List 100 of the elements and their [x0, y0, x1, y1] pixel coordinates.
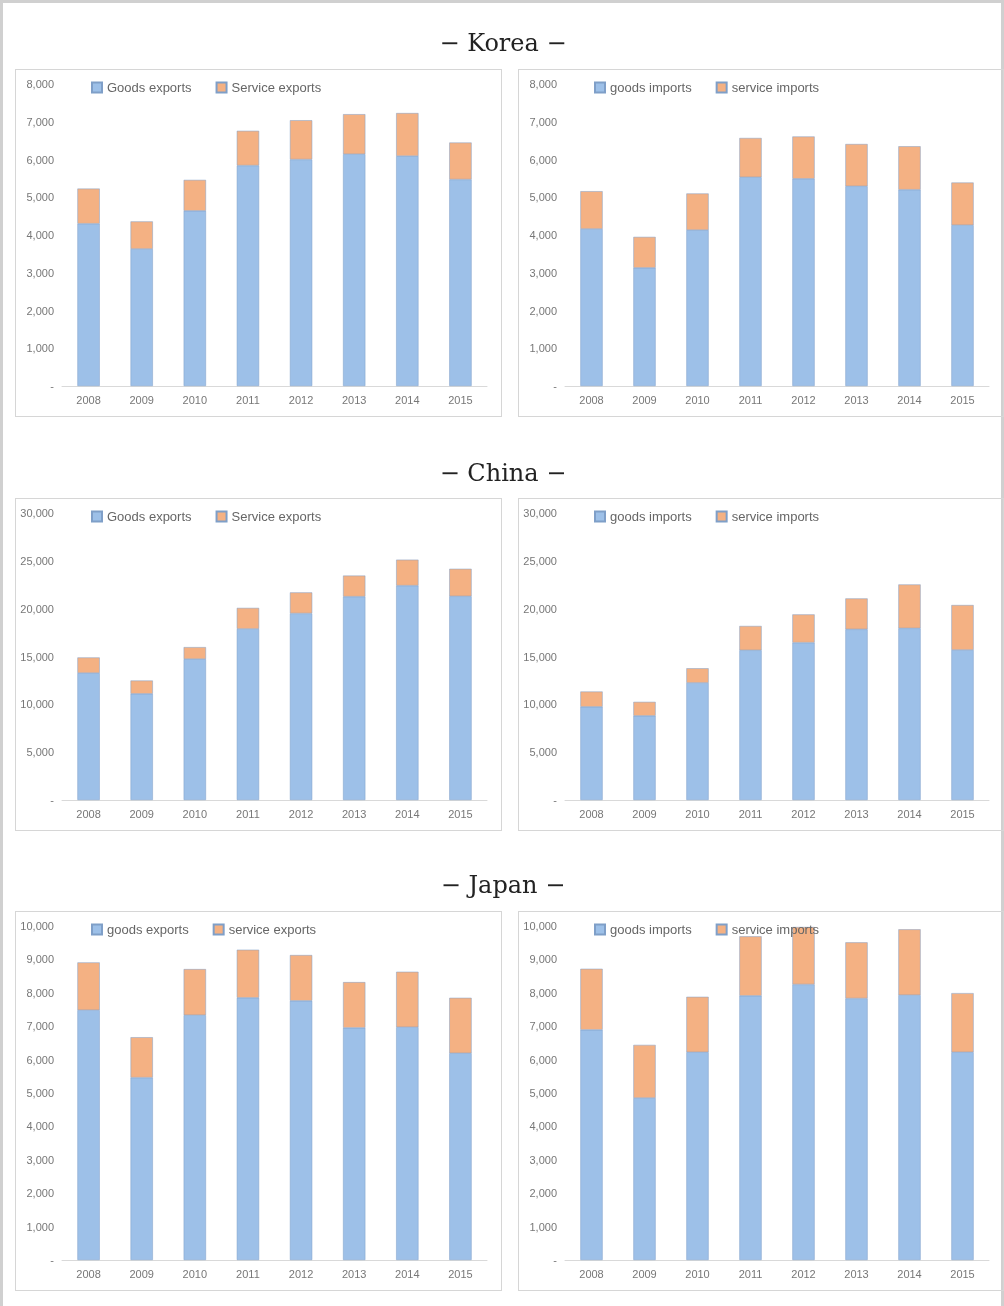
x-tick-label: 2015	[950, 1267, 975, 1280]
y-tick-label: 1,000	[529, 342, 557, 355]
x-tick-label: 2009	[632, 1267, 657, 1280]
x-tick-label: 2008	[76, 393, 101, 406]
y-tick-label: 30,000	[523, 507, 557, 519]
x-tick-label: 2008	[76, 807, 101, 820]
x-tick-label: 2009	[632, 393, 657, 406]
y-tick-label: 3,000	[26, 266, 54, 279]
y-tick-label: 20,000	[523, 602, 557, 615]
y-tick-label: 3,000	[26, 1153, 54, 1166]
x-tick-label: 2012	[791, 1267, 816, 1280]
y-tick-label: 6,000	[529, 153, 557, 166]
y-tick-label: 10,000	[523, 698, 557, 711]
y-tick-label: 7,000	[26, 115, 54, 128]
x-tick-label: 2013	[341, 807, 367, 820]
legend-label: service imports	[731, 509, 820, 524]
legend-label: service imports	[731, 922, 820, 937]
x-tick-label: 2012	[791, 393, 816, 406]
x-tick-label: 2014	[897, 1267, 922, 1280]
x-tick-label: 2011	[236, 1267, 260, 1280]
x-tick-label: 2009	[632, 807, 657, 820]
x-tick-label: 2009	[129, 393, 154, 406]
x-tick-label: 2014	[395, 1267, 420, 1280]
x-tick-label: 2011	[738, 1267, 763, 1280]
y-tick-label: 2,000	[26, 1187, 54, 1200]
y-tick-label: 5,000	[529, 746, 557, 759]
x-tick-label: 2010	[685, 1267, 710, 1280]
y-tick-label: 1,000	[26, 1220, 54, 1233]
y-tick-label: 8,000	[26, 78, 54, 90]
x-tick-label: 2014	[395, 807, 420, 820]
y-tick-label: -	[553, 1254, 558, 1266]
x-tick-label: 2011	[236, 393, 260, 406]
legend-label: goods imports	[610, 80, 693, 95]
legend-label: Goods exports	[107, 80, 193, 95]
legend-label: service exports	[228, 922, 317, 937]
y-tick-label: 4,000	[26, 229, 54, 241]
y-tick-label: 2,000	[26, 304, 54, 317]
x-tick-label: 2010	[182, 393, 208, 406]
y-tick-label: -	[553, 380, 558, 392]
y-tick-label: 10,000	[20, 920, 54, 932]
y-tick-label: 8,000	[26, 986, 54, 999]
x-tick-label: 2008	[579, 807, 604, 820]
y-tick-label: 25,000	[20, 554, 54, 567]
x-tick-label: 2015	[448, 807, 473, 820]
legend-label: goods imports	[610, 922, 693, 937]
y-tick-label: 15,000	[523, 650, 557, 663]
legend-label: goods exports	[107, 922, 190, 937]
legend-label: service imports	[731, 80, 820, 95]
y-tick-label: 30,000	[20, 507, 54, 519]
y-tick-label: 3,000	[529, 1153, 557, 1166]
x-tick-label: 2010	[685, 393, 710, 406]
x-tick-label: 2009	[129, 1267, 154, 1280]
x-tick-label: 2008	[579, 1267, 604, 1280]
y-tick-label: 4,000	[26, 1120, 54, 1133]
legend-label: Service exports	[231, 509, 322, 524]
y-tick-label: -	[50, 794, 55, 806]
x-tick-label: 2011	[236, 807, 260, 820]
y-tick-label: 5,000	[529, 191, 557, 204]
y-tick-label: -	[553, 794, 558, 806]
x-tick-label: 2013	[341, 1267, 367, 1280]
x-tick-label: 2011	[738, 393, 763, 406]
y-tick-label: 8,000	[529, 78, 557, 90]
x-tick-label: 2015	[950, 807, 975, 820]
x-tick-label: 2013	[341, 393, 367, 406]
x-tick-label: 2015	[448, 393, 473, 406]
chart-title: − China −	[438, 459, 568, 487]
y-tick-label: 9,000	[26, 953, 54, 966]
x-tick-label: 2013	[844, 1267, 869, 1280]
y-tick-label: 6,000	[26, 153, 54, 166]
y-tick-label: 9,000	[529, 953, 557, 966]
y-tick-label: 10,000	[523, 920, 557, 932]
x-tick-label: 2015	[448, 1267, 473, 1280]
x-tick-label: 2013	[844, 393, 869, 406]
x-tick-label: 2008	[579, 393, 604, 406]
x-tick-label: 2014	[897, 807, 922, 820]
x-tick-label: 2014	[897, 393, 922, 406]
chart-title: − Japan −	[439, 871, 567, 899]
x-tick-label: 2014	[395, 393, 420, 406]
y-tick-label: 4,000	[529, 1120, 557, 1133]
x-tick-label: 2009	[129, 807, 154, 820]
legend-label: goods imports	[610, 509, 693, 524]
y-tick-label: 5,000	[26, 191, 54, 204]
x-tick-label: 2015	[950, 393, 975, 406]
y-tick-label: 5,000	[26, 1087, 54, 1099]
y-tick-label: 25,000	[523, 554, 557, 567]
x-tick-label: 2012	[288, 1267, 314, 1280]
x-tick-label: 2008	[76, 1267, 101, 1280]
y-tick-label: 2,000	[529, 1187, 557, 1200]
y-tick-label: 6,000	[26, 1053, 54, 1066]
x-tick-label: 2010	[182, 807, 208, 820]
y-tick-label: 10,000	[20, 698, 54, 711]
y-tick-label: 5,000	[26, 746, 54, 759]
y-tick-label: 20,000	[20, 602, 54, 615]
y-tick-label: -	[50, 380, 55, 392]
y-tick-label: 15,000	[20, 650, 54, 663]
y-tick-label: 7,000	[529, 115, 557, 128]
y-tick-label: 6,000	[529, 1053, 557, 1066]
y-tick-label: 1,000	[26, 342, 54, 355]
y-tick-label: 7,000	[26, 1020, 54, 1033]
x-tick-label: 2011	[738, 807, 763, 820]
